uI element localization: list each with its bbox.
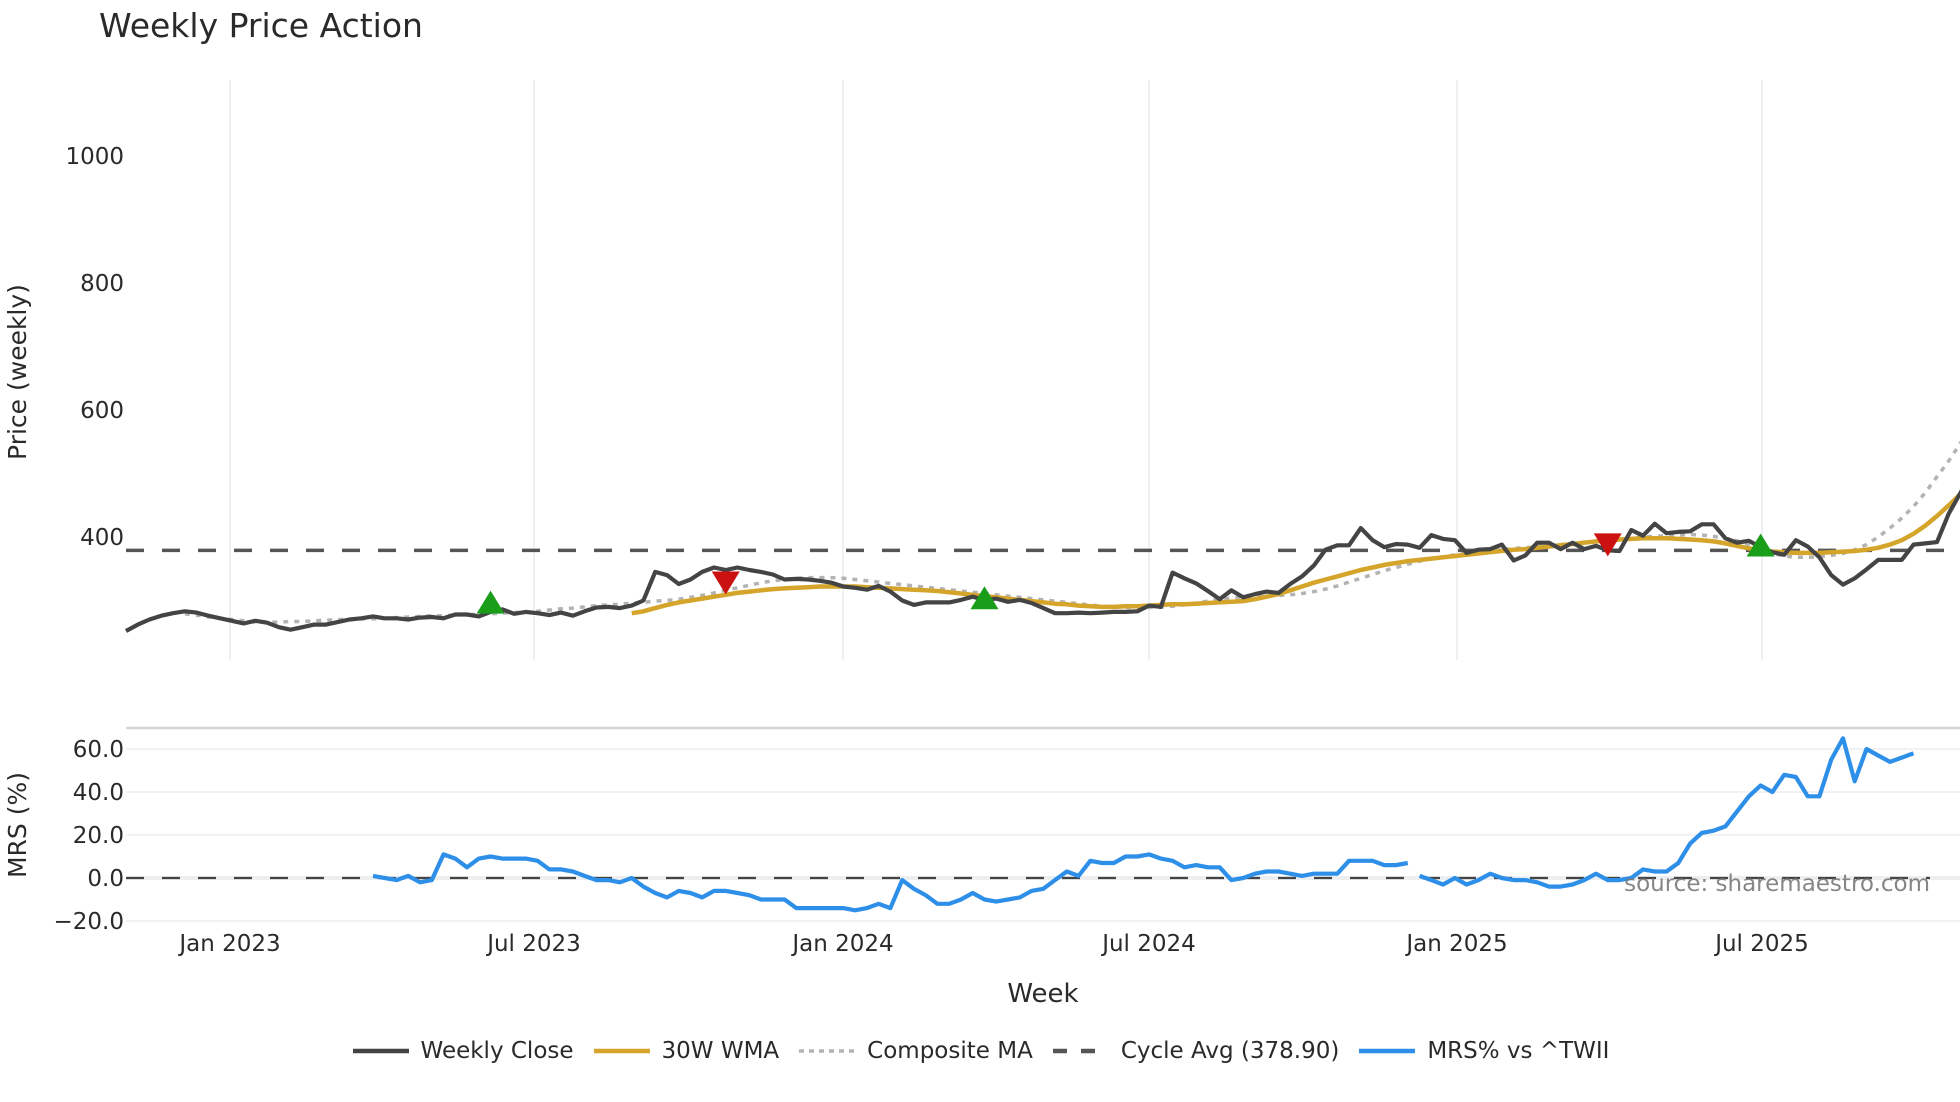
- buy-signal-triangle-up-icon: [476, 590, 505, 614]
- chart-legend: Weekly Close 30W WMA Composite MA Cycle Avg…: [0, 1036, 1960, 1066]
- x-tick-label: Jul 2024: [1100, 931, 1196, 957]
- buy-signal-triangle-up-icon: [970, 586, 999, 610]
- mrs-y-axis-label: MRS (%): [3, 772, 32, 878]
- weekly-close-line: [124, 489, 1960, 633]
- mrs-plot: [372, 736, 1915, 913]
- legend-label: Cycle Avg (378.90): [1120, 1038, 1340, 1064]
- legend-item[interactable]: Cycle Avg (378.90): [1051, 1036, 1340, 1066]
- x-tick-label: Jul 2025: [1713, 931, 1809, 957]
- legend-line-swatch-icon: [1359, 1048, 1416, 1054]
- composite-ma-line: [184, 440, 1960, 624]
- legend-item[interactable]: Composite MA: [797, 1036, 1033, 1066]
- mrs-line-segment: [372, 852, 1409, 913]
- legend-label: 30W WMA: [661, 1038, 780, 1064]
- price-y-tick-label: 1000: [65, 144, 124, 170]
- x-tick-label: Jan 2024: [790, 931, 893, 957]
- price-gridlines: [229, 80, 1763, 660]
- x-tick-label: Jan 2025: [1404, 931, 1507, 957]
- source-watermark: source: sharemaestro.com: [1624, 871, 1930, 897]
- chart-title: Weekly Price Action: [99, 6, 423, 45]
- mrs-y-tick-label: 20.0: [73, 823, 124, 849]
- sell-signal-triangle-down-icon: [711, 571, 740, 595]
- price-plot: [124, 440, 1960, 633]
- legend-item[interactable]: Weekly Close: [351, 1036, 574, 1066]
- legend-line-swatch-icon: [593, 1048, 650, 1054]
- mrs-y-tick-label: −20.0: [54, 909, 124, 935]
- price-y-axis-label: Price (weekly): [3, 284, 32, 460]
- mrs-y-tick-label: 60.0: [73, 737, 124, 763]
- mrs-line-segment: [1418, 736, 1915, 889]
- buy-signal-triangle-up-icon: [1746, 533, 1775, 557]
- price-y-tick-label: 400: [80, 525, 124, 551]
- price-y-tick-label: 800: [80, 271, 124, 297]
- x-axis-label: Week: [1007, 979, 1078, 1009]
- legend-item[interactable]: MRS% vs ^TWII: [1357, 1036, 1609, 1066]
- legend-label: Weekly Close: [420, 1038, 574, 1064]
- legend-item[interactable]: 30W WMA: [592, 1036, 780, 1066]
- mrs-y-axis-ticks: −20.0 0.0 20.0 40.0 60.0: [54, 737, 124, 935]
- mrs-y-tick-label: 0.0: [87, 866, 124, 892]
- legend-line-swatch-icon: [352, 1048, 409, 1054]
- price-y-tick-label: 600: [80, 398, 124, 424]
- mrs-y-tick-label: 40.0: [73, 780, 124, 806]
- x-axis-ticks: Jan 2023 Jul 2023 Jan 2024 Jul 2024 Jan 2025…: [177, 931, 1808, 957]
- x-tick-label: Jul 2023: [485, 931, 581, 957]
- price-y-axis-ticks: 400 600 800 1000: [65, 144, 124, 551]
- legend-label: MRS% vs ^TWII: [1427, 1038, 1610, 1064]
- sell-signal-triangle-down-icon: [1593, 533, 1622, 557]
- x-tick-label: Jan 2023: [177, 931, 280, 957]
- mrs-gridlines: [126, 726, 1960, 922]
- legend-line-swatch-icon: [1052, 1048, 1109, 1054]
- wma-30w-line: [631, 491, 1960, 616]
- legend-line-swatch-icon: [799, 1049, 856, 1053]
- legend-label: Composite MA: [867, 1038, 1033, 1064]
